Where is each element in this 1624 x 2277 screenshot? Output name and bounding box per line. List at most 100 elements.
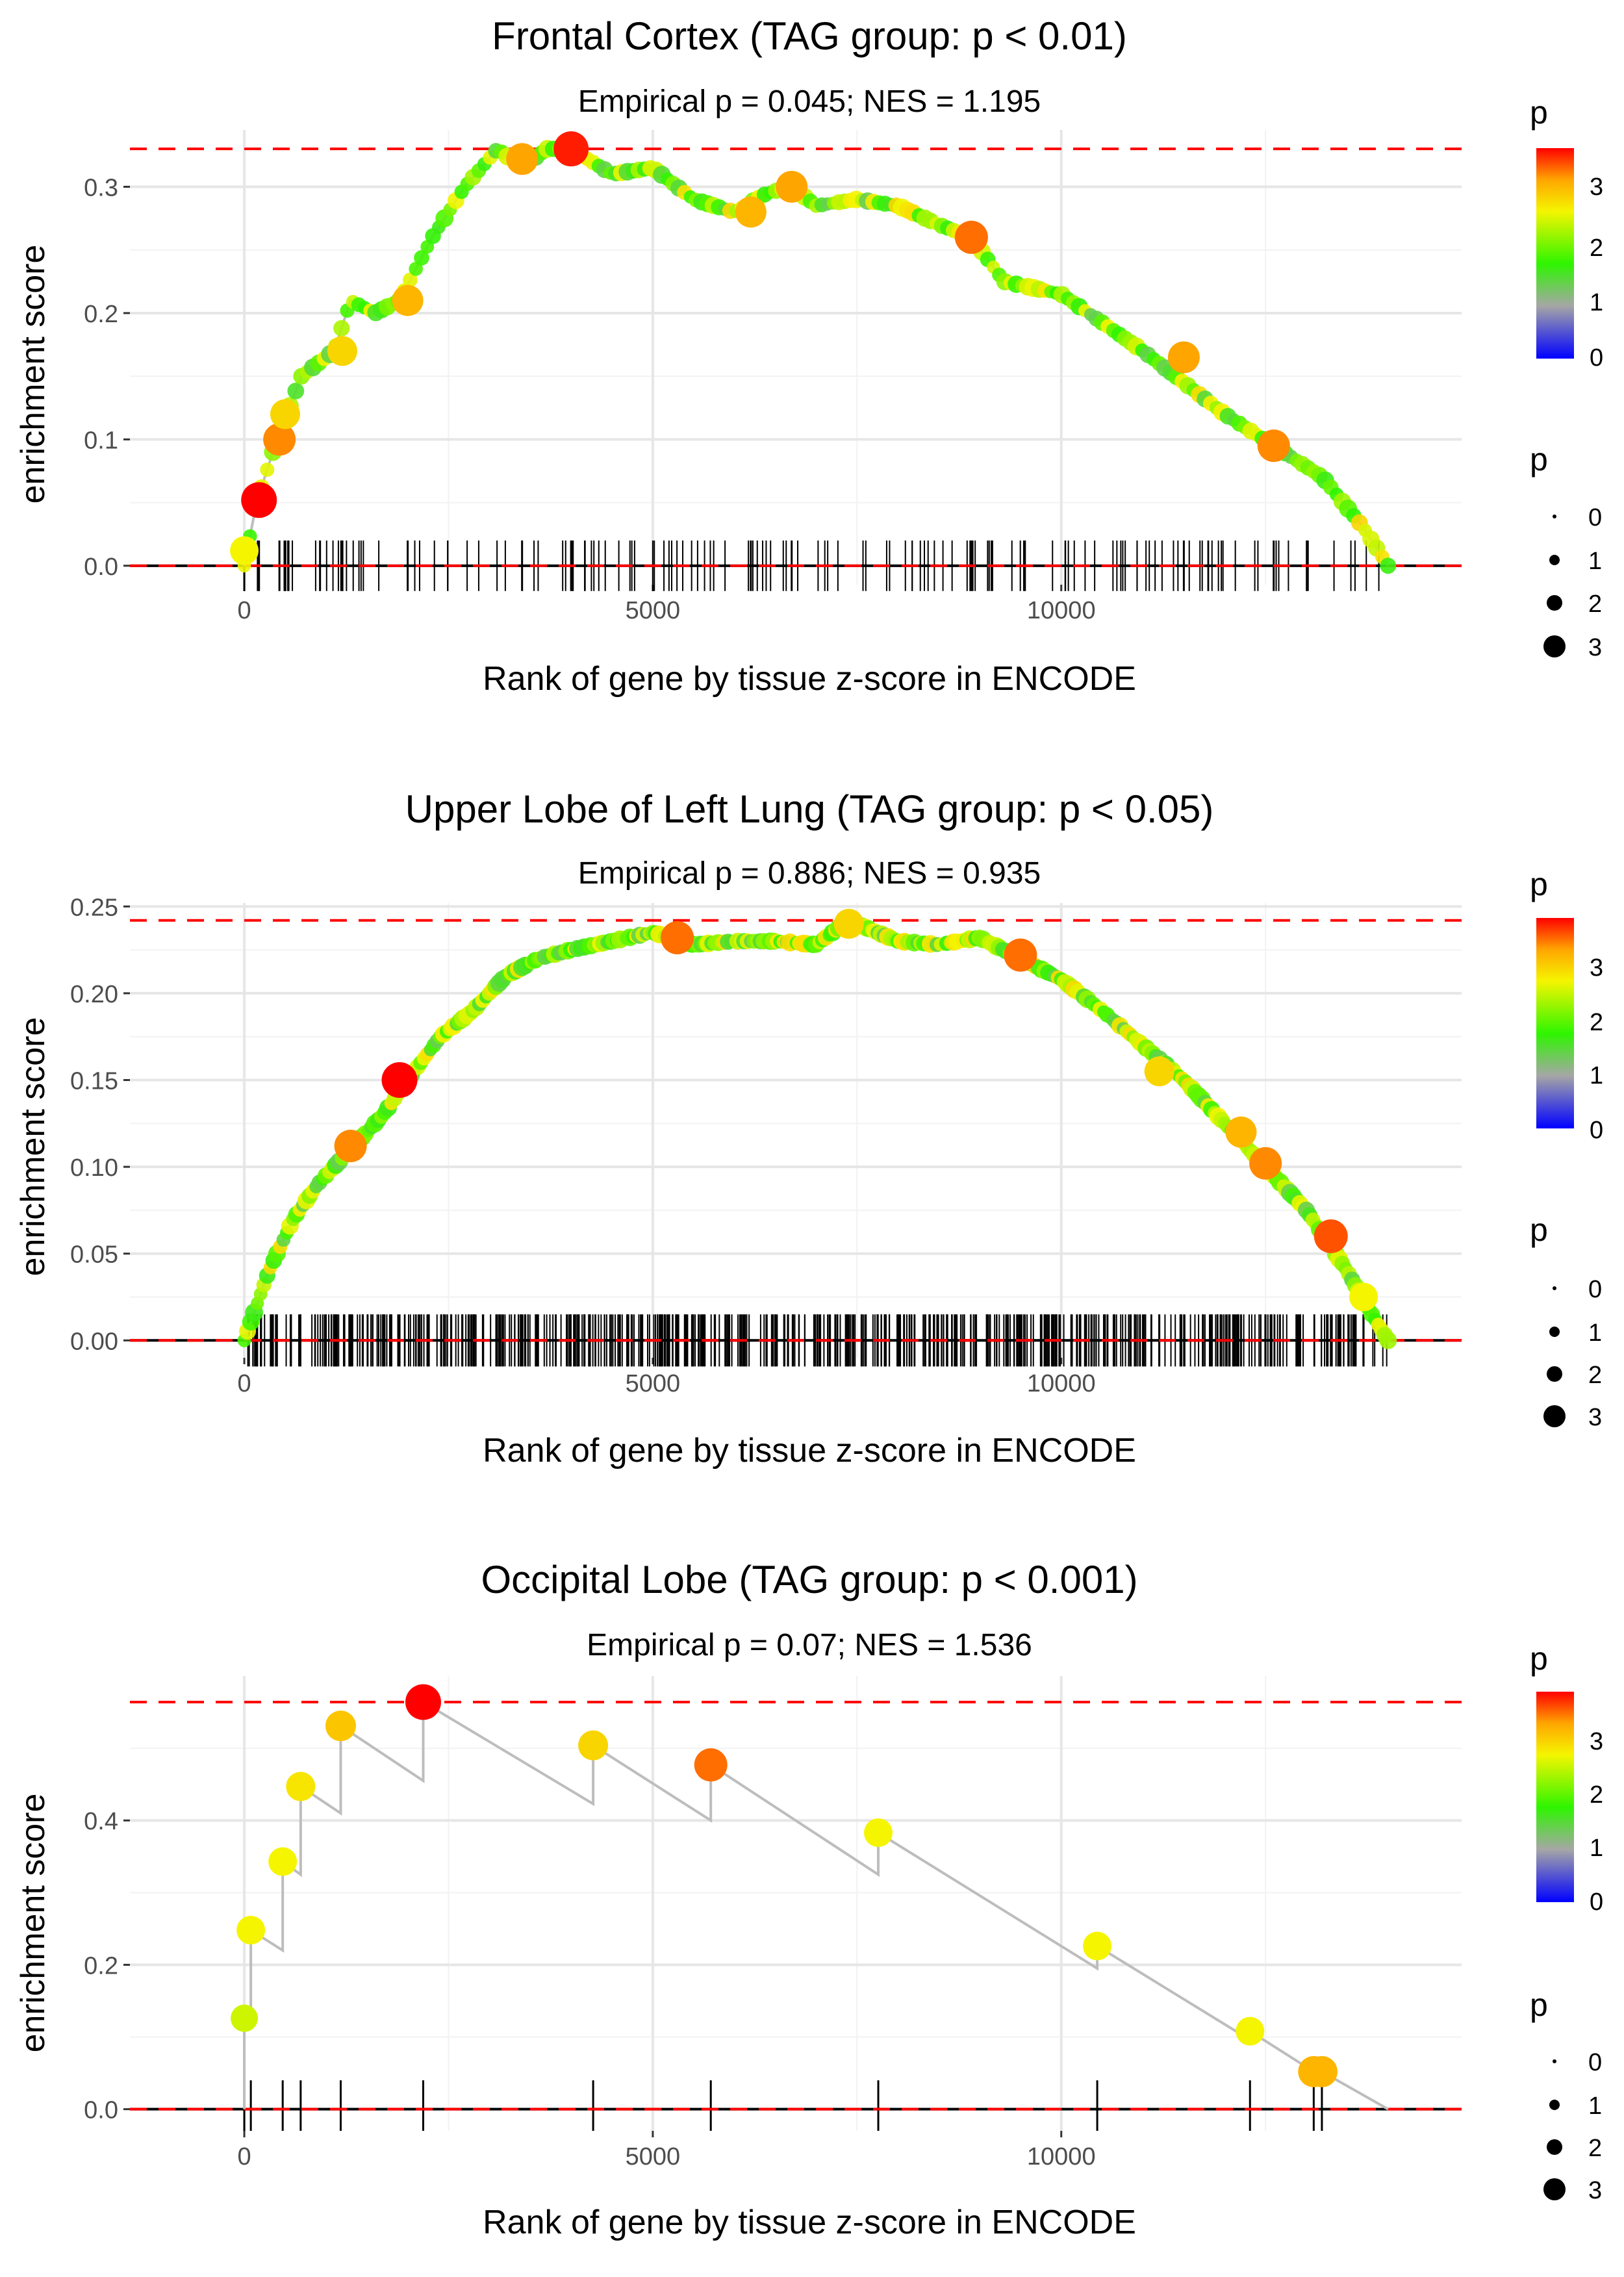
size-key-label: 2: [1588, 2135, 1602, 2162]
legend-color-title: p: [1530, 94, 1548, 131]
x-tick-label: 10000: [1027, 597, 1096, 624]
legend-size: p 0 1 2 3: [1530, 441, 1602, 661]
panel-upper-lobe-left-lung: Upper Lobe of Left Lung (TAG group: p < …: [14, 787, 1603, 1469]
panel-occipital-lobe: Occipital Lobe (TAG group: p < 0.001) Em…: [14, 1558, 1603, 2241]
x-tick-label: 0: [238, 1370, 251, 1397]
y-tick-label: 0.05: [70, 1241, 118, 1269]
size-key-label: 0: [1588, 504, 1602, 531]
curve-point: [409, 262, 424, 276]
legend-size-title: p: [1530, 441, 1548, 477]
size-key-label: 0: [1588, 1276, 1602, 1303]
highlight-point: [735, 196, 767, 228]
curve-point: [414, 250, 429, 266]
y-axis-label: enrichment score: [14, 1794, 52, 2053]
highlight-point: [833, 909, 864, 939]
highlight-point: [954, 220, 988, 254]
x-tick-label: 5000: [626, 597, 681, 624]
x-tick-label: 0: [238, 2143, 251, 2170]
legend-size-title: p: [1530, 1987, 1548, 2023]
size-key-2: [1547, 1366, 1562, 1382]
y-tick-label: 0.00: [70, 1328, 118, 1355]
highlight-point: [263, 423, 296, 456]
colorbar-label: 2: [1590, 1009, 1603, 1036]
highlight-point: [325, 1711, 356, 1742]
highlight-point: [578, 1730, 609, 1761]
curve-point: [260, 463, 275, 477]
highlight-point: [392, 285, 424, 316]
enrichment-curve: [243, 919, 1389, 1342]
highlight-point: [334, 1130, 367, 1163]
y-tick-label: 0.25: [70, 894, 118, 921]
plot-area: 0.0 0.2 0.4 0 5000 10000: [84, 1676, 1462, 2170]
highlight-point: [1249, 1147, 1282, 1180]
highlight-point: [1349, 1282, 1378, 1312]
highlight-point: [268, 1847, 298, 1876]
highlight-point: [1313, 1219, 1348, 1253]
size-key-label: 2: [1588, 591, 1602, 618]
y-axis-label: enrichment score: [14, 1017, 52, 1277]
chart-subtitle: Empirical p = 0.045; NES = 1.195: [578, 84, 1041, 119]
highlight-points: [334, 909, 1378, 1312]
colorbar-label: 1: [1590, 1062, 1603, 1089]
size-key-3: [1543, 635, 1566, 657]
size-key-label: 1: [1588, 548, 1602, 575]
colorbar-label: 0: [1590, 344, 1603, 372]
chart-subtitle: Empirical p = 0.07; NES = 1.536: [587, 1628, 1032, 1662]
panel-frontal-cortex: Frontal Cortex (TAG group: p < 0.01) Emp…: [14, 14, 1603, 698]
colorbar: [1536, 1692, 1574, 1902]
y-axis-label: enrichment score: [14, 245, 52, 504]
legend-size-title: p: [1530, 1212, 1548, 1248]
y-tick-label: 0.4: [84, 1808, 118, 1835]
colorbar: [1536, 148, 1574, 359]
legend-color: p 3 2 1 0: [1530, 1640, 1603, 1916]
y-tick-label: 0.3: [84, 175, 118, 202]
size-key-label: 3: [1588, 2177, 1602, 2204]
y-tick-label: 0.20: [70, 981, 118, 1008]
highlight-points: [230, 131, 1290, 565]
chart-title: Upper Lobe of Left Lung (TAG group: p < …: [405, 787, 1214, 831]
size-key-2: [1547, 595, 1562, 611]
highlight-point: [241, 482, 277, 518]
colorbar-label: 0: [1590, 1117, 1603, 1144]
size-key-label: 1: [1588, 2093, 1602, 2120]
y-tick-label: 0.0: [84, 2097, 118, 2124]
highlight-point: [236, 1916, 266, 1945]
plot-area: 0.00 0.05 0.10 0.15 0.20 0.25 0 5000 10000: [70, 894, 1462, 1397]
legend-color-title: p: [1530, 1640, 1548, 1677]
size-key-1: [1549, 1327, 1560, 1337]
highlight-point: [776, 171, 808, 203]
highlight-point: [1167, 341, 1200, 374]
highlight-point: [230, 536, 259, 565]
chart-title: Occipital Lobe (TAG group: p < 0.001): [481, 1558, 1137, 1601]
curve-point: [333, 320, 350, 337]
colorbar: [1536, 918, 1574, 1128]
x-tick-label: 10000: [1027, 2143, 1096, 2170]
highlight-points: [231, 1684, 1338, 2087]
colorbar-label: 2: [1590, 235, 1603, 262]
size-key-0: [1553, 2059, 1556, 2063]
highlight-point: [1306, 2055, 1338, 2087]
colorbar-label: 3: [1590, 954, 1603, 982]
size-key-label: 2: [1588, 1362, 1602, 1389]
size-key-0: [1553, 515, 1556, 518]
x-tick-label: 5000: [626, 1370, 681, 1397]
highlight-point: [1083, 1931, 1112, 1961]
size-key-label: 3: [1588, 634, 1602, 661]
size-key-3: [1543, 1405, 1566, 1427]
x-axis-label: Rank of gene by tissue z-score in ENCODE: [483, 660, 1136, 698]
x-axis-label: Rank of gene by tissue z-score in ENCODE: [483, 1432, 1136, 1469]
x-tick-label: 10000: [1027, 1370, 1096, 1397]
legend-color: p 3 2 1 0: [1530, 94, 1603, 372]
curve-point: [403, 272, 418, 288]
highlight-point: [327, 336, 357, 366]
highlight-point: [286, 1772, 316, 1801]
colorbar-label: 2: [1590, 1781, 1603, 1809]
highlight-point: [694, 1748, 728, 1782]
size-key-1: [1549, 555, 1560, 565]
highlight-point: [506, 143, 539, 175]
size-key-label: 1: [1588, 1319, 1602, 1347]
curve-point: [287, 382, 305, 400]
y-tick-label: 0.2: [84, 1952, 118, 1979]
